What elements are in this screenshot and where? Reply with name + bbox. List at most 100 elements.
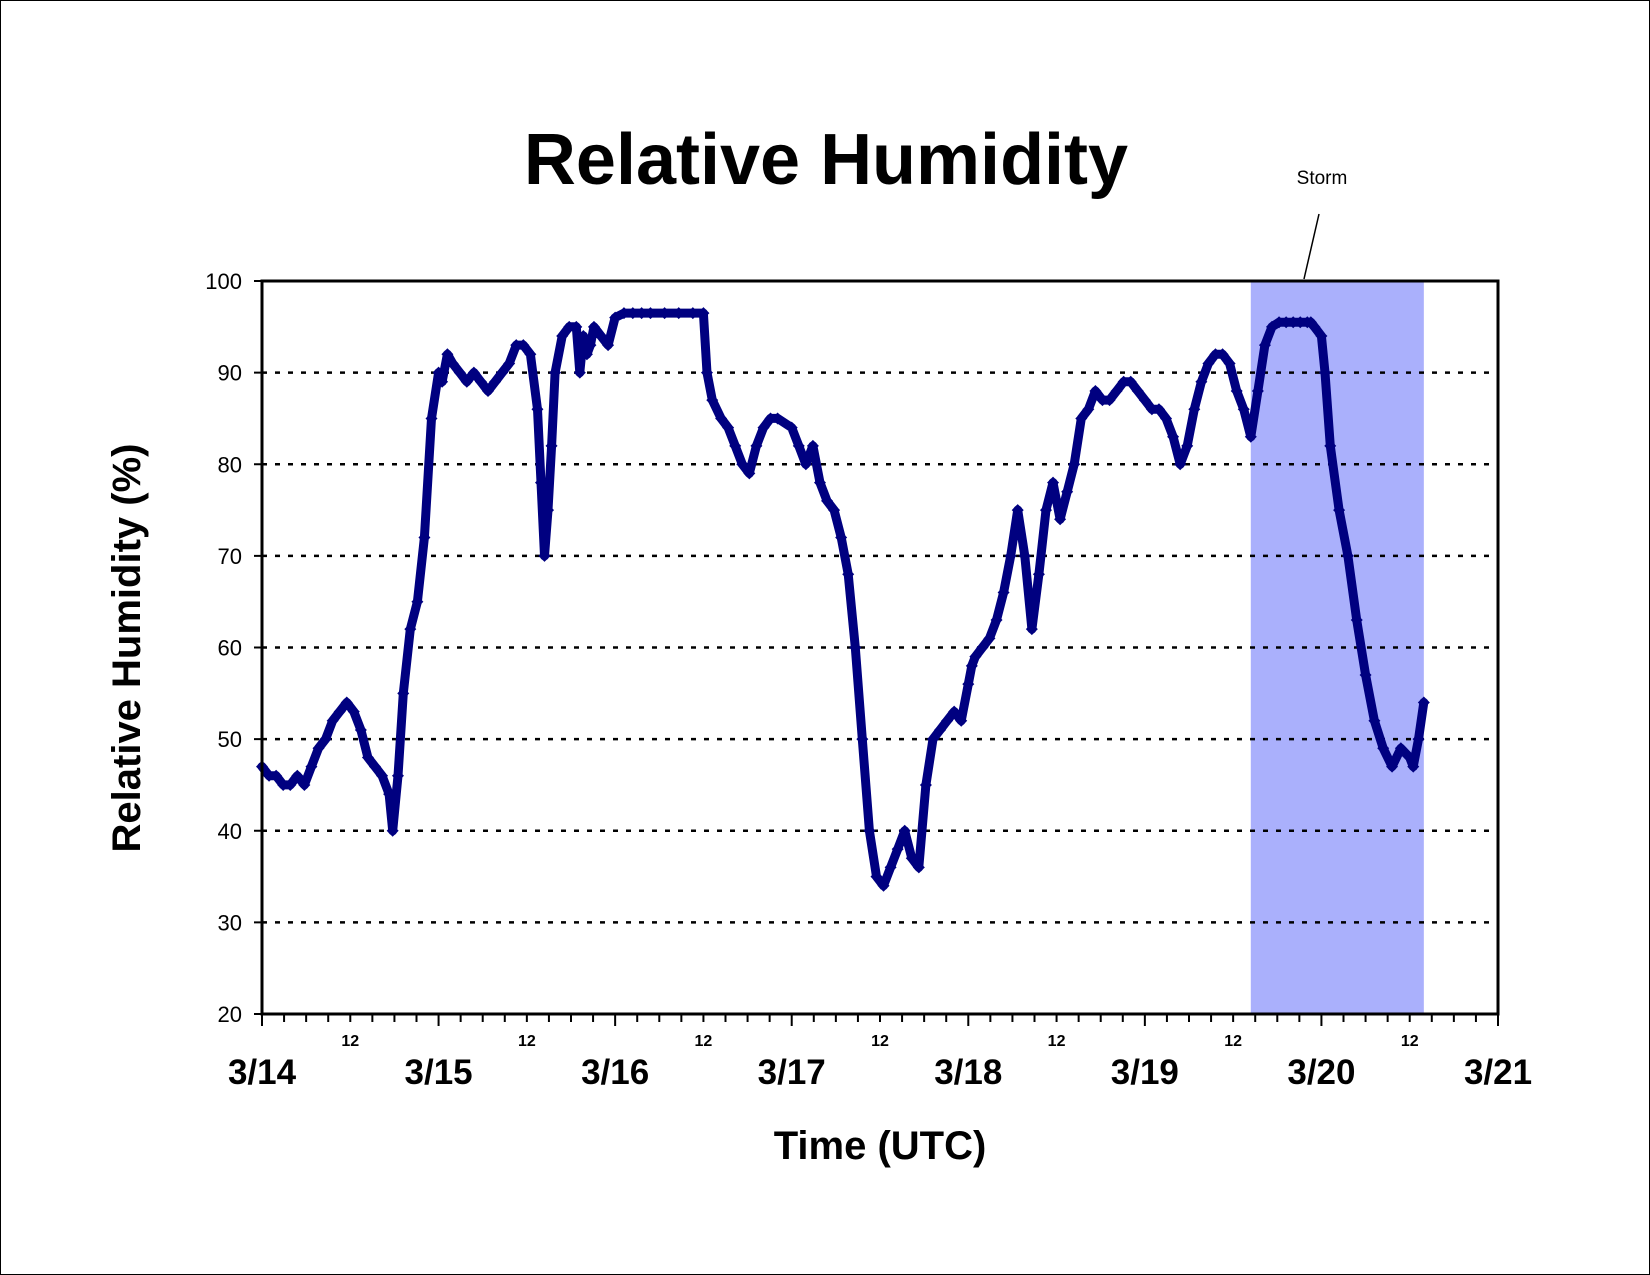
data-point (997, 586, 1010, 599)
data-point (467, 366, 480, 379)
y-tick-label: 60 (218, 636, 242, 661)
data-point (1202, 357, 1215, 370)
data-point (354, 723, 367, 736)
data-point (877, 879, 890, 892)
series-layer (256, 307, 1430, 892)
data-point (1124, 375, 1137, 388)
data-point (563, 320, 576, 333)
data-point (1280, 316, 1293, 329)
data-point (965, 659, 978, 672)
data-point (1167, 430, 1180, 443)
data-point (983, 632, 996, 645)
data-point (291, 769, 304, 782)
data-point (418, 531, 431, 544)
data-point (1287, 316, 1300, 329)
data-point (326, 714, 339, 727)
data-point (706, 394, 719, 407)
x-minor-tick-label: 12 (1401, 1033, 1419, 1050)
x-minor-tick-label: 12 (695, 1033, 713, 1050)
data-point (1188, 403, 1201, 416)
y-tick-label: 100 (205, 269, 242, 294)
data-point (842, 568, 855, 581)
x-minor-tick-label: 12 (1224, 1033, 1242, 1050)
data-point (1110, 384, 1123, 397)
data-point (460, 375, 473, 388)
data-point (856, 733, 869, 746)
data-point (905, 852, 918, 865)
data-point (1216, 348, 1229, 361)
data-point (1273, 316, 1286, 329)
data-point (1061, 485, 1074, 498)
data-point (1195, 375, 1208, 388)
data-point (1117, 375, 1130, 388)
x-minor-tick-label: 12 (341, 1033, 359, 1050)
data-point (1103, 394, 1116, 407)
y-tick-label: 50 (218, 727, 242, 752)
data-point (644, 307, 657, 320)
data-point (542, 504, 555, 517)
data-point (577, 329, 590, 342)
data-point (1251, 384, 1264, 397)
data-point (474, 375, 487, 388)
data-point (446, 357, 459, 370)
data-point (835, 531, 848, 544)
x-minor-tick-label: 12 (1048, 1033, 1066, 1050)
data-point (580, 348, 593, 361)
data-point (425, 412, 438, 425)
data-point (1294, 316, 1307, 329)
x-major-tick-label: 3/16 (581, 1053, 649, 1092)
x-major-tick-label: 3/21 (1464, 1053, 1532, 1092)
data-point (919, 778, 932, 791)
data-point (962, 678, 975, 691)
data-point (870, 870, 883, 883)
data-point (383, 788, 396, 801)
data-point (697, 307, 710, 320)
data-point (1368, 714, 1381, 727)
data-point (436, 375, 449, 388)
data-point (635, 307, 648, 320)
data-point (312, 742, 325, 755)
storm-annotation-pointer (1303, 213, 1320, 280)
chart-title: Relative Humidity (524, 120, 1128, 200)
data-point (1394, 742, 1407, 755)
data-point (722, 421, 735, 434)
data-point (397, 687, 410, 700)
data-point (990, 614, 1003, 627)
data-point (340, 696, 353, 709)
y-tick-label: 70 (218, 544, 242, 569)
data-point (849, 641, 862, 654)
data-point (976, 641, 989, 654)
y-tick-label: 30 (218, 910, 242, 935)
data-point (1315, 329, 1328, 342)
data-point (391, 769, 404, 782)
data-point (369, 760, 382, 773)
data-point (969, 650, 982, 663)
data-point (1075, 412, 1088, 425)
data-point (534, 476, 547, 489)
x-major-tick-label: 3/20 (1287, 1053, 1355, 1092)
data-point (941, 714, 954, 727)
data-point (821, 494, 834, 507)
data-point (441, 348, 454, 361)
data-point (1403, 751, 1416, 764)
data-point (305, 760, 318, 773)
data-point (658, 307, 671, 320)
x-major-tick-label: 3/15 (405, 1053, 473, 1092)
data-point (602, 339, 615, 352)
data-point (386, 824, 399, 837)
data-point (1082, 403, 1095, 416)
x-major-tick-label: 3/17 (758, 1053, 826, 1092)
data-point (792, 439, 805, 452)
data-point (1181, 439, 1194, 452)
data-point (617, 307, 630, 320)
data-point (672, 307, 685, 320)
data-point (556, 329, 569, 342)
data-point (1237, 403, 1250, 416)
data-point (1054, 513, 1067, 526)
data-point (1032, 568, 1045, 581)
data-point (1244, 430, 1257, 443)
data-point (263, 769, 276, 782)
data-point (376, 769, 389, 782)
y-tick-label: 80 (218, 452, 242, 477)
data-point (813, 476, 826, 489)
